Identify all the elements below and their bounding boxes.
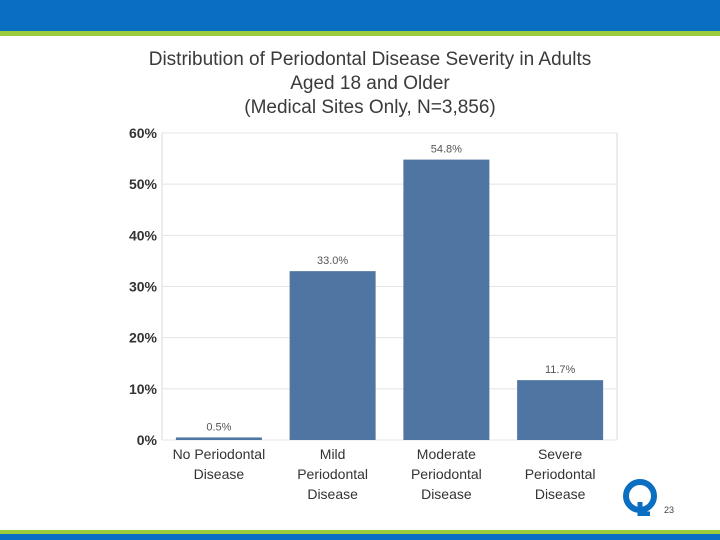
chart-title: Distribution of Periodontal Disease Seve… <box>120 48 620 120</box>
x-tick-label: Disease <box>307 486 358 502</box>
page-number: 23 <box>664 505 675 515</box>
data-label: 11.7% <box>545 364 576 376</box>
bar <box>175 437 262 440</box>
chart-title-line-1: Distribution of Periodontal Disease Seve… <box>148 49 592 70</box>
x-tick-label: Disease <box>194 466 245 482</box>
y-tick-label: 30% <box>129 279 158 295</box>
y-tick-label: 40% <box>129 227 158 243</box>
x-tick-label: Periodontal <box>297 466 368 482</box>
x-tick-label: No Periodontal <box>173 446 266 462</box>
bar <box>517 380 604 440</box>
chart-title-line-3: (Medical Sites Only, N=3,856) <box>244 97 496 118</box>
x-tick-label: Moderate <box>417 446 476 462</box>
y-tick-label: 50% <box>129 176 158 192</box>
chart-title-line-2: Aged 18 and Older <box>290 73 450 94</box>
x-tick-label: Periodontal <box>411 466 482 482</box>
bar <box>403 159 490 440</box>
y-tick-label: 60% <box>129 125 158 141</box>
y-tick-label: 0% <box>137 432 158 448</box>
header-accent-stripe <box>0 31 720 36</box>
y-tick-label: 20% <box>129 330 158 346</box>
y-tick-label: 10% <box>129 381 158 397</box>
x-tick-label: Mild <box>320 446 346 462</box>
footer-bar <box>0 534 720 540</box>
header-bar <box>0 0 720 31</box>
x-tick-label: Severe <box>538 446 583 462</box>
data-label: 54.8% <box>431 144 462 156</box>
data-label: 0.5% <box>206 421 231 433</box>
q-logo-icon <box>623 479 657 516</box>
x-tick-label: Disease <box>535 486 586 502</box>
footer-accent-stripe <box>0 530 720 534</box>
bar <box>289 271 376 440</box>
x-tick-label: Disease <box>421 486 472 502</box>
x-tick-label: Periodontal <box>525 466 596 482</box>
data-label: 33.0% <box>317 255 348 267</box>
